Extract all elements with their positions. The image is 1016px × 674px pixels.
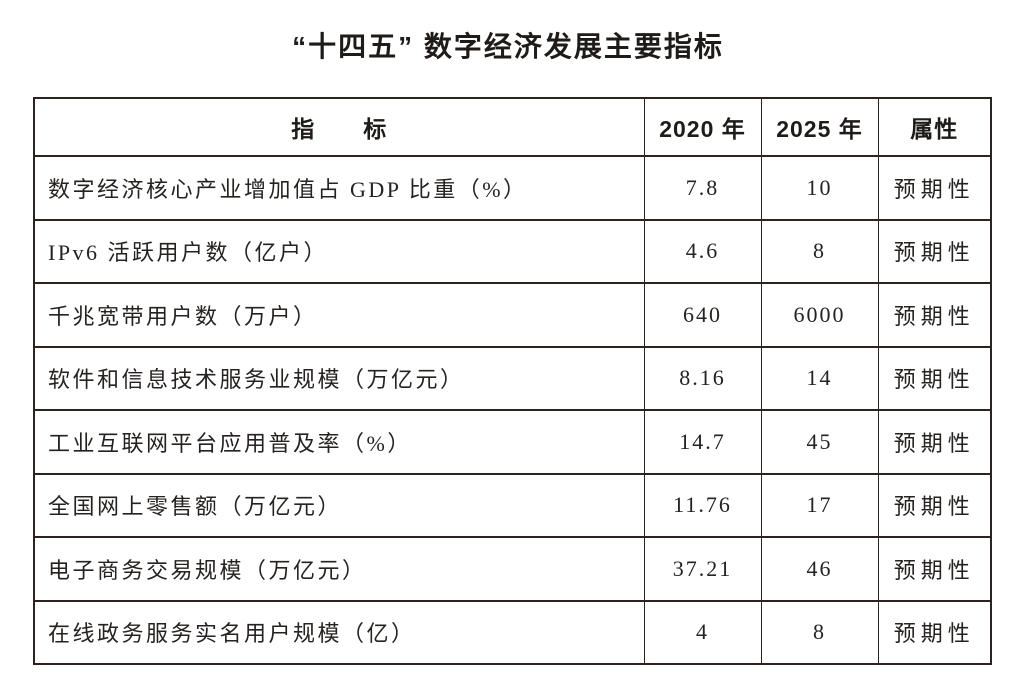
value-2025-cell: 46 bbox=[760, 536, 879, 602]
table-title: “十四五” 数字经济发展主要指标 bbox=[292, 31, 724, 62]
value-2025-cell: 6000 bbox=[760, 282, 879, 348]
value-2025-cell: 10 bbox=[760, 155, 879, 221]
table-row: 数字经济核心产业增加值占 GDP 比重（%） 7.8 10 预期性 bbox=[33, 155, 992, 221]
value-2025-cell: 8 bbox=[760, 599, 879, 665]
table-row: IPv6 活跃用户数（亿户） 4.6 8 预期性 bbox=[33, 218, 992, 284]
indicator-cell: 千兆宽带用户数（万户） bbox=[33, 282, 645, 348]
indicators-table: 指 标 2020 年 2025 年 属性 数字经济核心产业增加值占 GDP 比重… bbox=[33, 97, 992, 665]
attribute-cell: 预期性 bbox=[877, 472, 992, 538]
header-2025: 2025 年 bbox=[760, 97, 879, 157]
header-indicator: 指 标 bbox=[33, 97, 645, 157]
indicator-cell: 在线政务服务实名用户规模（亿） bbox=[33, 599, 645, 665]
indicator-cell: 软件和信息技术服务业规模（万亿元） bbox=[33, 345, 645, 411]
table-row: 在线政务服务实名用户规模（亿） 4 8 预期性 bbox=[33, 599, 992, 665]
indicator-cell: 全国网上零售额（万亿元） bbox=[33, 472, 645, 538]
indicator-cell: IPv6 活跃用户数（亿户） bbox=[33, 218, 645, 284]
attribute-cell: 预期性 bbox=[877, 409, 992, 475]
value-2020-cell: 37.21 bbox=[643, 536, 762, 602]
attribute-cell: 预期性 bbox=[877, 282, 992, 348]
header-row: 指 标 2020 年 2025 年 属性 bbox=[33, 97, 992, 157]
attribute-cell: 预期性 bbox=[877, 218, 992, 284]
table-row: 千兆宽带用户数（万户） 640 6000 预期性 bbox=[33, 282, 992, 348]
value-2025-cell: 8 bbox=[760, 218, 879, 284]
value-2025-cell: 17 bbox=[760, 472, 879, 538]
value-2025-cell: 45 bbox=[760, 409, 879, 475]
value-2020-cell: 4.6 bbox=[643, 218, 762, 284]
header-2020: 2020 年 bbox=[643, 97, 762, 157]
value-2020-cell: 11.76 bbox=[643, 472, 762, 538]
table-row: 工业互联网平台应用普及率（%） 14.7 45 预期性 bbox=[33, 409, 992, 475]
indicator-cell: 数字经济核心产业增加值占 GDP 比重（%） bbox=[33, 155, 645, 221]
indicator-cell: 工业互联网平台应用普及率（%） bbox=[33, 409, 645, 475]
value-2020-cell: 4 bbox=[643, 599, 762, 665]
attribute-cell: 预期性 bbox=[877, 155, 992, 221]
value-2020-cell: 8.16 bbox=[643, 345, 762, 411]
table-row: 电子商务交易规模（万亿元） 37.21 46 预期性 bbox=[33, 536, 992, 602]
value-2020-cell: 14.7 bbox=[643, 409, 762, 475]
table-row: 全国网上零售额（万亿元） 11.76 17 预期性 bbox=[33, 472, 992, 538]
value-2025-cell: 14 bbox=[760, 345, 879, 411]
value-2020-cell: 7.8 bbox=[643, 155, 762, 221]
attribute-cell: 预期性 bbox=[877, 536, 992, 602]
value-2020-cell: 640 bbox=[643, 282, 762, 348]
indicator-cell: 电子商务交易规模（万亿元） bbox=[33, 536, 645, 602]
header-attribute: 属性 bbox=[877, 97, 992, 157]
attribute-cell: 预期性 bbox=[877, 599, 992, 665]
table-row: 软件和信息技术服务业规模（万亿元） 8.16 14 预期性 bbox=[33, 345, 992, 411]
attribute-cell: 预期性 bbox=[877, 345, 992, 411]
